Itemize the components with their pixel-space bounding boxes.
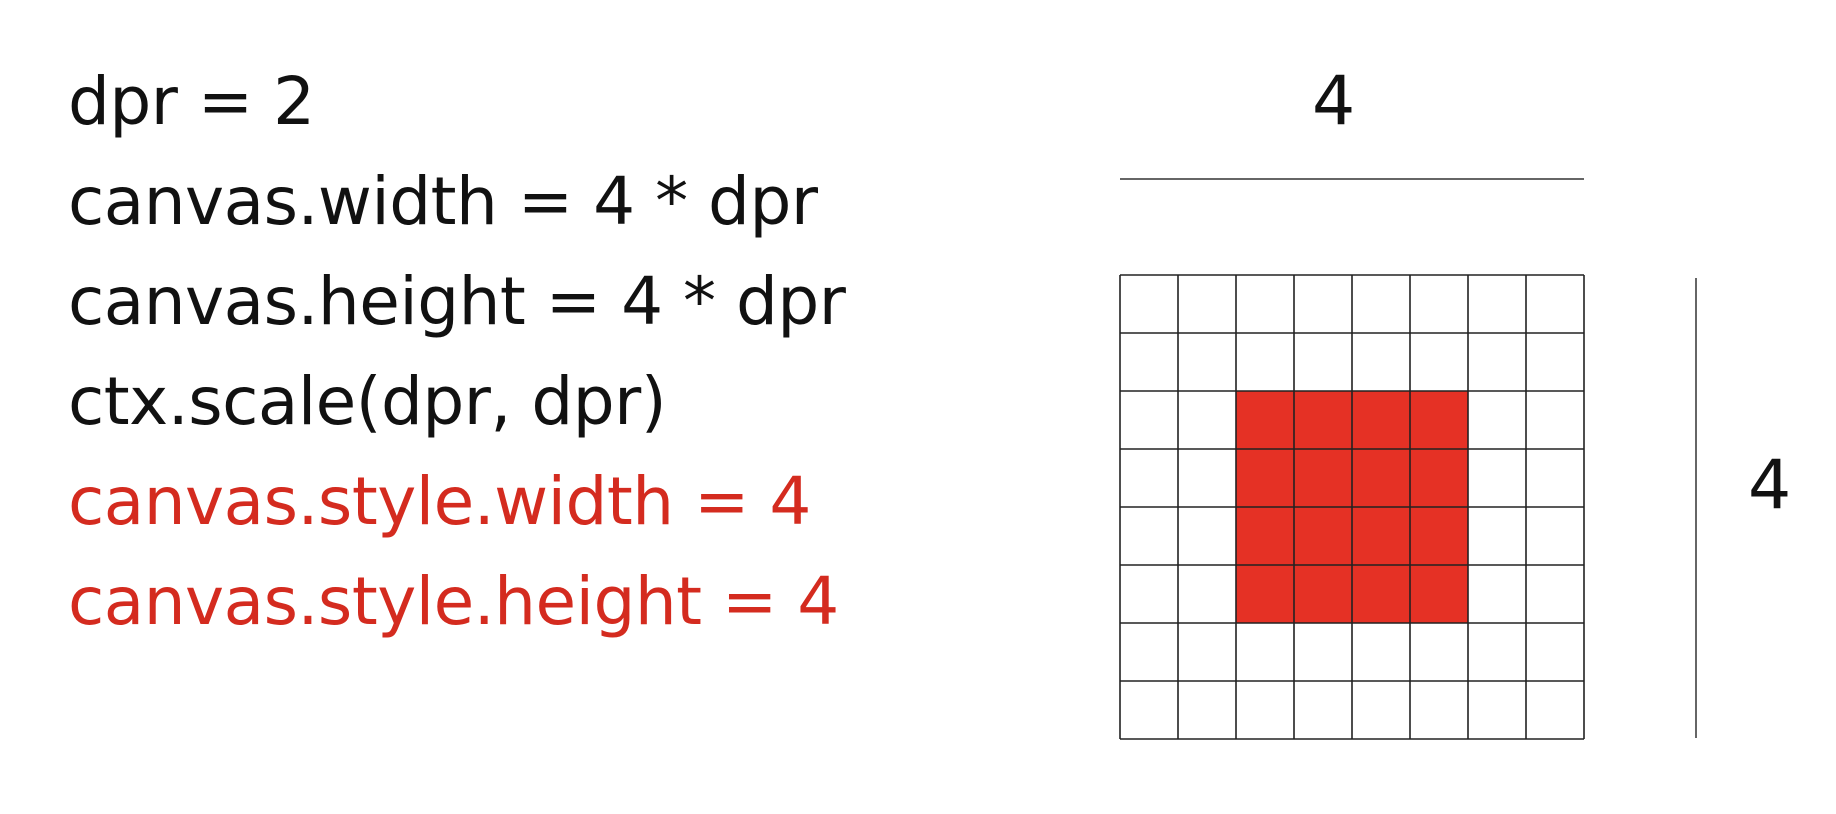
filled-pixel-cell [1410, 449, 1468, 507]
width-dimension-label: 4 [1312, 62, 1356, 141]
filled-pixel-cell [1294, 565, 1352, 623]
filled-pixel-cell [1236, 391, 1294, 449]
filled-pixel-cell [1294, 449, 1352, 507]
code-block: dpr = 2 canvas.width = 4 * dpr canvas.he… [68, 52, 846, 652]
height-dimension-label: 4 [1748, 446, 1792, 525]
filled-pixel-cell [1352, 565, 1410, 623]
code-line-style-height: canvas.style.height = 4 [68, 563, 839, 640]
filled-pixel-cell [1410, 507, 1468, 565]
code-line-canvas-width: canvas.width = 4 * dpr [68, 163, 818, 240]
filled-pixel-cell [1352, 449, 1410, 507]
filled-pixel-cell [1236, 449, 1294, 507]
code-line-canvas-height: canvas.height = 4 * dpr [68, 263, 846, 340]
filled-pixel-cell [1352, 507, 1410, 565]
code-line-ctx-scale: ctx.scale(dpr, dpr) [68, 363, 667, 440]
code-line-style-width: canvas.style.width = 4 [68, 463, 811, 540]
filled-pixel-cell [1410, 391, 1468, 449]
filled-pixel-cell [1236, 507, 1294, 565]
filled-pixel-cell [1236, 565, 1294, 623]
filled-pixel-cell [1294, 391, 1352, 449]
filled-pixel-cell [1410, 565, 1468, 623]
code-line-dpr: dpr = 2 [68, 63, 315, 140]
filled-pixel-cell [1352, 391, 1410, 449]
filled-pixel-cell [1294, 507, 1352, 565]
